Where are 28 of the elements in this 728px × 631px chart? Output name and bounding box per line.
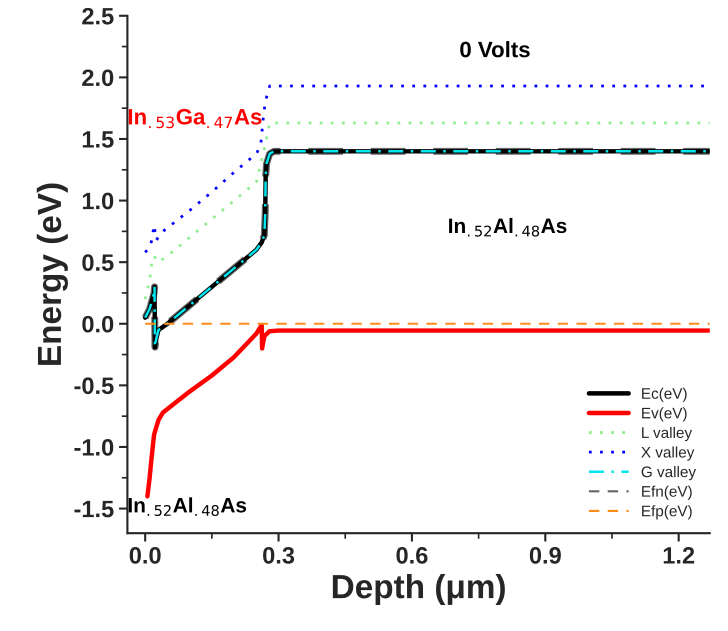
y-tick-label: 0.5 <box>82 254 114 271</box>
y-tick-label: 1.0 <box>82 192 114 210</box>
annotation: In$_{.52}$Al$_{.48}$As <box>449 218 566 237</box>
x-tick-label: 0.0 <box>130 547 161 564</box>
y-tick-label: -0.5 <box>74 377 114 394</box>
annotation: 0 Volts <box>460 41 530 58</box>
annotation: In$_{.52}$Al$_{.48}$As <box>128 497 246 516</box>
legend-label: Efn(eV) <box>642 486 692 500</box>
y-axis-title: Energy (eV) <box>36 184 68 365</box>
x-tick-label: 0.9 <box>530 547 561 564</box>
x-tick-label: 1.2 <box>664 547 694 564</box>
y-tick-label: 1.5 <box>82 131 114 148</box>
x-tick-label: 0.6 <box>396 547 428 564</box>
x-axis-title: Depth (μm) <box>332 574 505 606</box>
y-tick-label: 2.5 <box>82 8 114 25</box>
legend-label: X valley <box>641 446 694 461</box>
line-series <box>145 322 710 498</box>
legend-label: Efp(eV) <box>642 505 692 520</box>
y-tick-label: 0.0 <box>82 316 114 333</box>
y-tick-label: 2.0 <box>82 69 114 86</box>
legend-label: G valley <box>642 466 696 480</box>
y-tick-label: -1.5 <box>74 500 114 518</box>
x-tick-label: 0.3 <box>263 547 294 564</box>
y-tick-label: -1.0 <box>74 439 114 456</box>
legend-label: L valley <box>642 426 692 442</box>
annotation: In$_{.53}$Ga$_{.47}$As <box>128 108 262 128</box>
legend-label: Ec(eV) <box>642 388 687 402</box>
legend-label: Ev(eV) <box>642 407 687 422</box>
